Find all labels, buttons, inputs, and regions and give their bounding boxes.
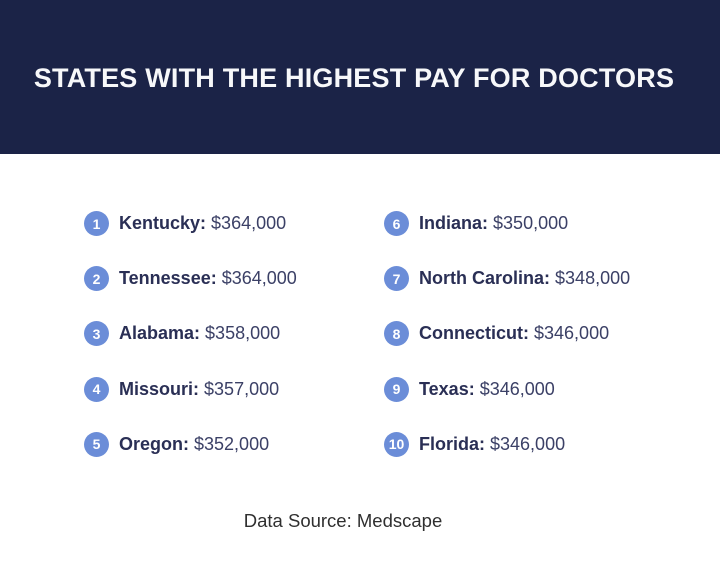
header-banner: STATES WITH THE HIGHEST PAY FOR DOCTORS	[0, 0, 720, 154]
data-source-note: Data Source: Medscape	[243, 510, 443, 531]
state-name: Oregon:	[119, 433, 189, 454]
ranking-list: 1 Kentucky: $364,000 2 Tennessee: $364,000 3…	[84, 196, 684, 472]
list-item-text: Alabama: $358,000	[119, 323, 280, 344]
state-name: Florida:	[419, 433, 485, 454]
salary-value: $346,000	[479, 378, 555, 399]
state-name: Kentucky:	[119, 213, 207, 234]
rank-badge: 9	[384, 376, 409, 402]
list-item-text: Kentucky: $364,000	[119, 213, 286, 234]
list-item-text: Missouri: $357,000	[119, 379, 279, 400]
state-name: Missouri:	[119, 378, 200, 399]
state-name: North Carolina:	[419, 268, 551, 289]
rank-badge: 5	[84, 431, 109, 457]
list-item-text: Indiana: $350,000	[419, 213, 568, 234]
list-item: 2 Tennessee: $364,000	[84, 251, 384, 306]
salary-value: $352,000	[194, 433, 270, 454]
salary-value: $346,000	[490, 433, 566, 454]
list-item: 4 Missouri: $357,000	[84, 362, 384, 417]
list-item: 3 Alabama: $358,000	[84, 306, 384, 361]
rank-badge: 1	[84, 211, 109, 237]
list-item-text: Texas: $346,000	[419, 379, 555, 400]
rank-badge: 6	[384, 211, 409, 237]
state-name: Texas:	[419, 378, 475, 399]
salary-value: $348,000	[555, 268, 631, 289]
rank-badge: 4	[84, 376, 109, 402]
list-item: 5 Oregon: $352,000	[84, 417, 384, 472]
list-item: 7 North Carolina: $348,000	[384, 251, 684, 306]
salary-value: $364,000	[211, 213, 287, 234]
state-name: Indiana:	[419, 213, 489, 234]
rank-badge: 7	[384, 266, 409, 292]
list-item: 10 Florida: $346,000	[384, 417, 684, 472]
salary-value: $357,000	[204, 378, 280, 399]
rank-badge: 8	[384, 321, 409, 347]
list-item-text: Oregon: $352,000	[119, 434, 269, 455]
list-item-text: Florida: $346,000	[419, 434, 565, 455]
salary-value: $358,000	[205, 323, 281, 344]
list-item-text: Connecticut: $346,000	[419, 323, 609, 344]
list-item-text: North Carolina: $348,000	[419, 268, 630, 289]
list-item-text: Tennessee: $364,000	[119, 268, 297, 289]
state-name: Connecticut:	[419, 323, 529, 344]
list-item: 8 Connecticut: $346,000	[384, 306, 684, 361]
page-title: STATES WITH THE HIGHEST PAY FOR DOCTORS	[33, 62, 675, 93]
rank-badge: 3	[84, 321, 109, 347]
state-name: Alabama:	[119, 323, 201, 344]
rank-badge: 2	[84, 266, 109, 292]
salary-value: $350,000	[493, 213, 569, 234]
list-item: 9 Texas: $346,000	[384, 362, 684, 417]
salary-value: $364,000	[221, 268, 297, 289]
salary-value: $346,000	[534, 323, 610, 344]
list-item: 6 Indiana: $350,000	[384, 196, 684, 251]
state-name: Tennessee:	[119, 268, 217, 289]
rank-badge: 10	[384, 431, 409, 457]
list-item: 1 Kentucky: $364,000	[84, 196, 384, 251]
